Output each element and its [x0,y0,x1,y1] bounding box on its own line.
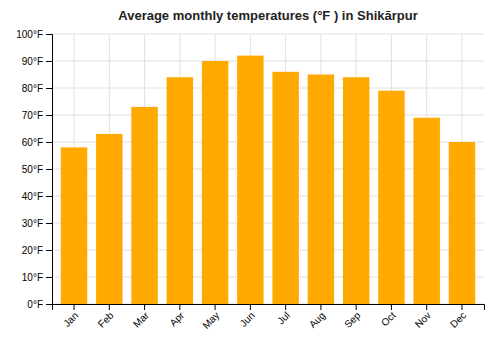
tick-mark [320,304,321,310]
tick: 0°F [27,299,52,310]
tick: 30°F [22,218,52,229]
tick-mark [426,304,427,310]
bar [272,72,298,304]
tick: 60°F [22,137,52,148]
tick: Sep [342,304,363,330]
tick: Aug [307,304,327,330]
bar [167,77,193,304]
tick: 100°F [16,29,52,40]
tick-label: 20°F [22,245,43,256]
tick-label: Jul [275,310,292,327]
tick: 20°F [22,245,52,256]
tick: Apr [167,304,186,328]
tick-mark [46,277,52,278]
bar [449,142,475,304]
tick-mark [109,304,110,310]
tick-label: Mar [131,309,151,329]
bar [131,107,157,304]
x-axis: Jan Feb Mar Apr May Jun Jul Aug Sep Oct Nov Dec [53,304,485,331]
tick: 40°F [22,191,52,202]
tick-label: Aug [307,310,327,330]
chart: 0°F 10°F 20°F 30°F 40°F 50°F 60°F 70°F 80°F 90°F 1… [0,0,500,350]
tick-label: 40°F [22,191,43,202]
tick: 70°F [22,110,52,121]
tick: Jul [275,304,292,326]
tick-mark [46,115,52,116]
tick: Jan [61,304,80,329]
tick-label: May [200,310,221,331]
grid-line-y [52,61,484,62]
tick-label: 0°F [27,299,43,310]
bar [96,134,122,304]
tick-label: 30°F [22,218,43,229]
tick: Dec [448,304,468,330]
grid-line-y [52,115,484,116]
tick-mark [461,304,462,310]
tick: May [200,304,221,331]
tick: Nov [413,304,433,330]
tick-mark [250,304,251,310]
tick-mark [391,304,392,310]
tick-label: Feb [96,309,116,329]
tick-mark [46,223,52,224]
tick-mark [356,304,357,310]
tick-label: 60°F [22,137,43,148]
tick-label: Sep [342,309,363,330]
axis-line [46,35,53,305]
grid-line-y [52,34,484,35]
tick-label: 90°F [22,56,43,67]
tick-mark [215,304,216,310]
tick-label: Apr [167,309,186,328]
tick-mark [285,304,286,310]
tick-label: Oct [379,310,398,329]
tick-label: Jan [61,310,80,329]
tick-mark [144,304,145,310]
tick-mark [46,196,52,197]
axis-line [53,305,485,311]
tick: Feb [96,304,116,330]
bar [308,75,334,305]
tick-mark [46,169,52,170]
tick-label: 10°F [22,272,43,283]
tick: Oct [379,304,398,328]
tick-mark [46,250,52,251]
bar [343,77,369,304]
tick: 10°F [22,272,52,283]
tick-label: 80°F [22,83,43,94]
tick: 90°F [22,56,52,67]
bar [202,61,228,304]
tick-label: 50°F [22,164,43,175]
grid [52,34,484,304]
title: Average monthly temperatures (°F ) in Sh… [118,8,417,23]
tick-label: Dec [448,310,468,330]
tick: Mar [131,304,151,330]
tick-mark [46,304,52,305]
tick: 50°F [22,164,52,175]
tick-label: 100°F [16,29,43,40]
tick-label: Nov [413,310,433,330]
tick-label: Jun [238,310,257,329]
bars [61,56,475,304]
tick-mark [74,304,75,310]
bar [237,56,263,304]
tick: Jun [238,304,257,329]
tick-mark [46,142,52,143]
tick-mark [46,88,52,89]
tick-mark [46,61,52,62]
tick-label: 70°F [22,110,43,121]
bar [61,147,87,304]
tick-mark [179,304,180,310]
bar [413,118,439,304]
grid-line-y [52,88,484,89]
bar [378,91,404,304]
tick-mark [46,34,52,35]
y-axis: 0°F 10°F 20°F 30°F 40°F 50°F 60°F 70°F 80°F 90°F 1… [16,29,52,310]
tick: 80°F [22,83,52,94]
